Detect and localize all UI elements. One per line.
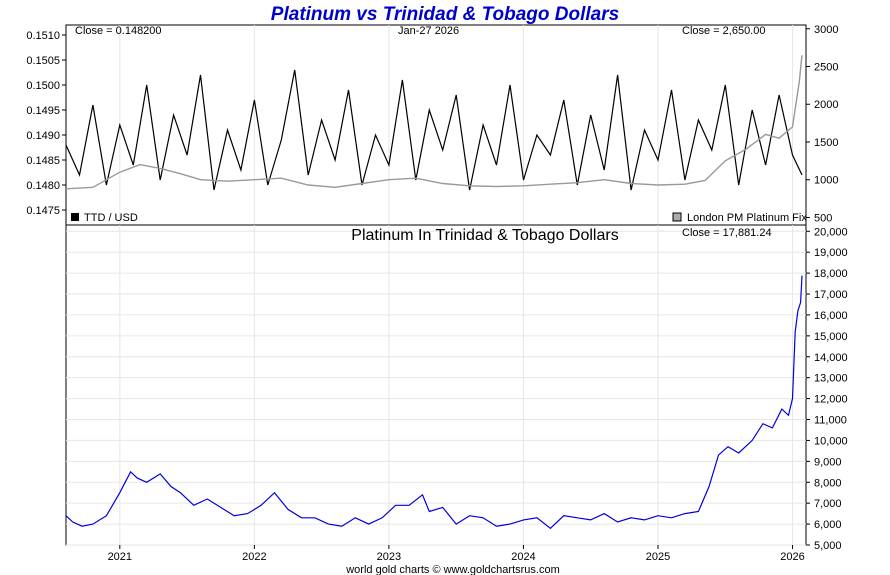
bottom-right-tick-label: 11,000: [814, 415, 847, 427]
bottom-chart-title: Platinum In Trinidad & Tobago Dollars: [351, 227, 618, 244]
series-platinum-ttd-line: [65, 275, 803, 530]
left-tick-label: 0.1505: [26, 55, 60, 67]
chart-title: Platinum vs Trinidad & Tobago Dollars: [271, 4, 619, 25]
x-tick-label: 2025: [646, 551, 670, 563]
right-legend-label: London PM Platinum Fix: [687, 212, 807, 224]
right-tick-label: 2000: [814, 99, 838, 111]
bottom-right-tick-label: 17,000: [814, 289, 848, 301]
bottom-right-tick-label: 10,000: [814, 435, 848, 447]
x-tick-label: 2022: [242, 551, 266, 563]
bottom-right-tick-label: 16,000: [814, 310, 848, 322]
right-tick-label: 3000: [814, 24, 838, 36]
bottom-close-label: Close = 17,881.24: [682, 227, 772, 239]
right-tick-label: 500: [814, 212, 832, 224]
top-left-axis: 0.1475 0.1480 0.1485 0.1490 0.1495 0.1500 0.15…: [26, 30, 66, 217]
x-tick-label: 2024: [511, 551, 535, 563]
left-legend-swatch: [71, 213, 79, 221]
series-platinum-fix-line: [65, 55, 803, 190]
bottom-right-tick-label: 7,000: [814, 498, 842, 510]
top-panel-grid: [119, 25, 794, 225]
right-tick-label: 1500: [814, 137, 838, 149]
left-close-label: Close = 0.148200: [75, 25, 162, 37]
bottom-right-tick-label: 13,000: [814, 373, 848, 385]
bottom-right-tick-label: 15,000: [814, 331, 848, 343]
bottom-right-axis: 5,000 6,000 7,000 8,000 9,000 10,000 11,000 12,…: [806, 226, 848, 552]
left-tick-label: 0.1510: [26, 30, 60, 42]
x-tick-label: 2026: [780, 551, 804, 563]
x-tick-label: 2023: [377, 551, 401, 563]
left-tick-label: 0.1490: [26, 130, 60, 142]
bottom-panel-grid: [66, 225, 806, 546]
bottom-right-tick-label: 14,000: [814, 352, 848, 364]
bottom-panel-lines: [65, 275, 803, 530]
right-tick-label: 2500: [814, 62, 838, 74]
bottom-right-tick-label: 9,000: [814, 456, 842, 468]
left-tick-label: 0.1480: [26, 180, 60, 192]
x-tick-label: 2021: [108, 551, 132, 563]
bottom-right-tick-label: 5,000: [814, 540, 842, 552]
x-axis: 2021 2022 2023 2024 2025 2026: [108, 545, 805, 563]
bottom-right-tick-label: 6,000: [814, 519, 842, 531]
bottom-right-tick-label: 18,000: [814, 268, 848, 280]
bottom-right-tick-label: 12,000: [814, 394, 848, 406]
bottom-right-tick-label: 20,000: [814, 226, 848, 238]
top-right-axis: 500 1000 1500 2000 2500 3000: [806, 24, 838, 224]
date-label: Jan-27 2026: [398, 25, 459, 37]
footer-credit: world gold charts © www.goldchartsrus.co…: [345, 564, 560, 575]
left-tick-label: 0.1485: [26, 155, 60, 167]
right-legend-swatch: [672, 212, 682, 222]
series-ttd-usd-line: [65, 69, 803, 191]
bottom-right-tick-label: 8,000: [814, 477, 842, 489]
left-tick-label: 0.1475: [26, 205, 60, 217]
left-legend-label: TTD / USD: [84, 212, 138, 224]
bottom-right-tick-label: 19,000: [814, 247, 848, 259]
left-tick-label: 0.1500: [26, 80, 60, 92]
left-tick-label: 0.1495: [26, 105, 60, 117]
right-tick-label: 1000: [814, 175, 838, 187]
top-panel-lines: [65, 55, 803, 191]
right-close-label: Close = 2,650.00: [682, 25, 765, 37]
